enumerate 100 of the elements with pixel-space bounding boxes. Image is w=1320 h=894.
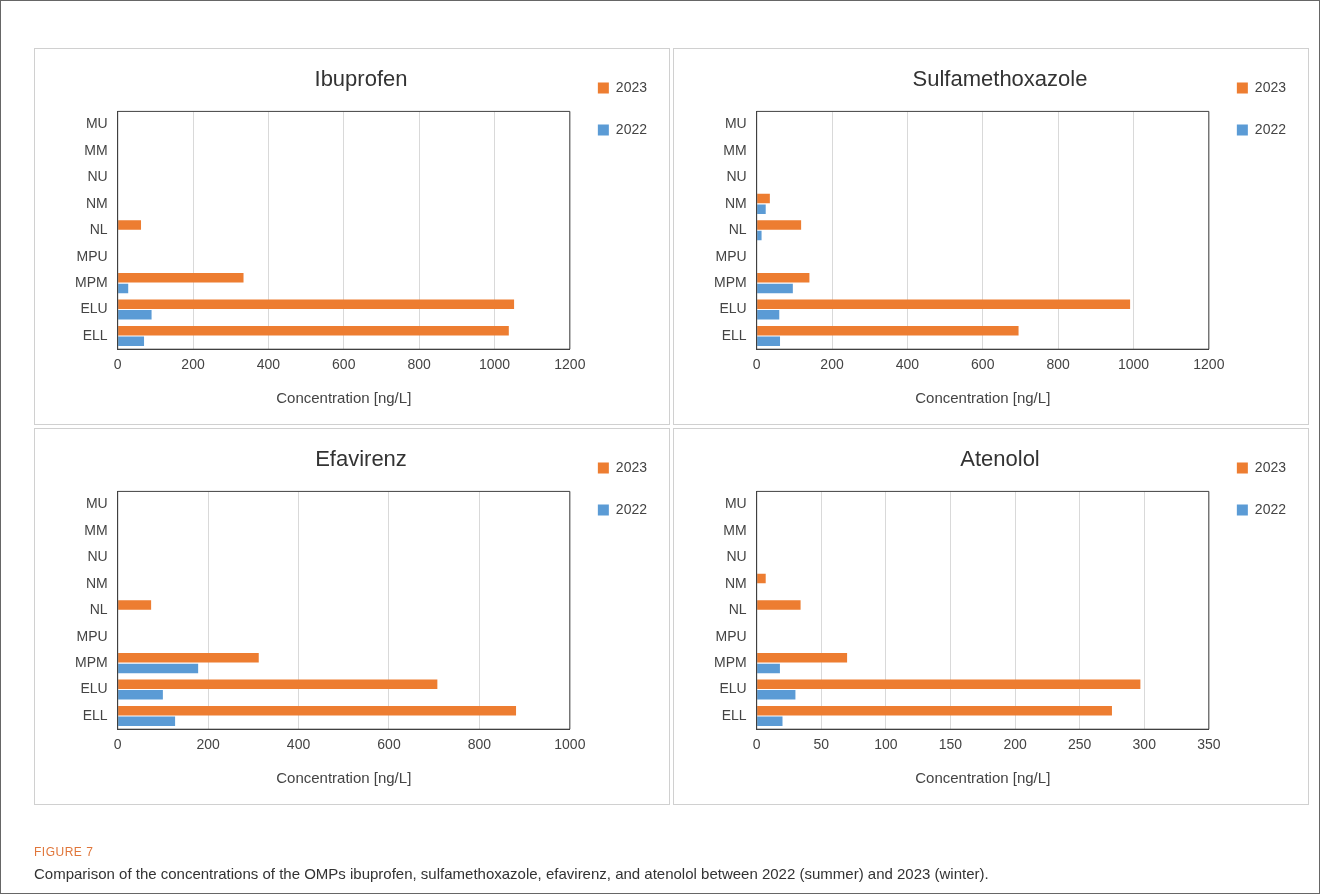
bar bbox=[118, 325, 509, 336]
bar bbox=[757, 310, 780, 320]
bar bbox=[757, 230, 762, 241]
y-tick-label: MPU bbox=[715, 247, 747, 264]
y-tick-label: NM bbox=[724, 574, 747, 591]
legend-label: 2023 bbox=[615, 458, 648, 475]
x-tick-label: 400 bbox=[895, 356, 920, 373]
bar bbox=[118, 653, 259, 663]
x-tick-label: 0 bbox=[752, 356, 761, 373]
y-tick-label: NM bbox=[85, 574, 108, 591]
x-tick-label: 1000 bbox=[1117, 356, 1150, 373]
bar bbox=[757, 220, 802, 230]
x-tick-label: 1000 bbox=[478, 356, 511, 373]
y-tick-label: NM bbox=[85, 194, 108, 211]
bar bbox=[757, 690, 796, 700]
bar bbox=[757, 283, 793, 294]
x-tick-label: 600 bbox=[377, 736, 401, 753]
bar bbox=[118, 690, 163, 700]
x-tick-label: 200 bbox=[181, 356, 205, 373]
bar bbox=[757, 716, 783, 727]
x-tick-label: 400 bbox=[256, 356, 281, 373]
x-tick-label: 800 bbox=[407, 356, 432, 373]
y-tick-label: MPU bbox=[76, 247, 108, 264]
chart-title: Ibuprofen bbox=[314, 66, 408, 92]
bar bbox=[118, 663, 199, 674]
x-tick-label: 150 bbox=[938, 736, 963, 753]
y-tick-label: MPU bbox=[715, 627, 747, 644]
x-tick-label: 800 bbox=[467, 736, 492, 753]
y-tick-label: MU bbox=[85, 495, 108, 512]
y-tick-label: NM bbox=[724, 194, 747, 211]
y-tick-label: ELL bbox=[721, 326, 747, 343]
legend-label: 2023 bbox=[1254, 458, 1287, 475]
y-tick-label: ELU bbox=[719, 300, 747, 317]
y-tick-label: NU bbox=[726, 548, 747, 565]
y-tick-label: ELL bbox=[82, 706, 108, 723]
y-tick-label: ELU bbox=[719, 680, 747, 697]
y-tick-label: MPM bbox=[713, 654, 747, 670]
y-tick-label: MU bbox=[85, 115, 108, 132]
x-tick-label: 0 bbox=[752, 736, 761, 753]
y-tick-label: ELL bbox=[82, 326, 108, 343]
x-tick-label: 300 bbox=[1132, 736, 1157, 753]
y-tick-label: MM bbox=[84, 141, 108, 158]
bar bbox=[118, 273, 244, 283]
bar bbox=[757, 193, 770, 204]
legend-label: 2022 bbox=[615, 120, 648, 137]
x-tick-label: 0 bbox=[113, 356, 122, 373]
bar bbox=[118, 310, 152, 320]
y-tick-label: MU bbox=[724, 115, 747, 132]
bar bbox=[118, 336, 145, 347]
y-tick-label: MU bbox=[724, 495, 747, 512]
y-tick-label: NL bbox=[89, 601, 108, 618]
bar bbox=[118, 600, 152, 610]
x-tick-label: 600 bbox=[971, 356, 995, 373]
x-tick-label: 200 bbox=[1003, 736, 1027, 753]
x-tick-label: 400 bbox=[286, 736, 311, 753]
bar bbox=[118, 283, 129, 294]
text: Comparison of the concentrations of the OMPs ibuprofen, sulfamethoxazole, efavirenz, and atenolol between 2022 (summer) and 2023 (winter). bbox=[34, 865, 990, 882]
y-tick-label: ELL bbox=[721, 706, 747, 723]
legend-label: 2022 bbox=[615, 500, 648, 517]
bar bbox=[118, 716, 176, 727]
y-tick-label: MPM bbox=[74, 654, 108, 670]
bar bbox=[757, 325, 1019, 336]
bar bbox=[118, 220, 142, 230]
bar bbox=[118, 299, 515, 310]
x-tick-label: 250 bbox=[1067, 736, 1092, 753]
bar bbox=[757, 204, 766, 214]
x-axis-title: Concentration [ng/L] bbox=[276, 769, 412, 787]
x-tick-label: 1200 bbox=[554, 356, 586, 373]
y-tick-label: NL bbox=[89, 221, 108, 238]
y-tick-label: ELU bbox=[80, 300, 108, 317]
bar bbox=[118, 679, 438, 690]
x-tick-label: 1000 bbox=[554, 736, 586, 753]
y-tick-label: MPM bbox=[713, 274, 747, 290]
bar bbox=[757, 299, 1131, 310]
bar bbox=[757, 679, 1141, 690]
bar bbox=[118, 705, 517, 716]
x-tick-label: 1200 bbox=[1193, 356, 1225, 373]
x-axis-title: Concentration [ng/L] bbox=[276, 389, 412, 407]
x-tick-label: 0 bbox=[113, 736, 122, 753]
legend-label: 2022 bbox=[1254, 120, 1287, 137]
y-tick-label: NU bbox=[87, 548, 108, 565]
legend-label: 2022 bbox=[1254, 500, 1287, 517]
y-tick-label: MPM bbox=[74, 274, 108, 290]
chart-title: Atenolol bbox=[960, 446, 1040, 472]
x-tick-label: 200 bbox=[820, 356, 844, 373]
chart-title: Sulfamethoxazole bbox=[912, 66, 1088, 92]
x-tick-label: 200 bbox=[196, 736, 220, 753]
bar bbox=[757, 273, 810, 283]
bar bbox=[757, 663, 780, 674]
legend-label: 2023 bbox=[1254, 78, 1287, 95]
chart-title: Efavirenz bbox=[315, 446, 407, 472]
x-axis-title: Concentration [ng/L] bbox=[915, 389, 1051, 407]
bar bbox=[757, 336, 781, 347]
y-tick-label: MPU bbox=[76, 627, 108, 644]
y-tick-label: NU bbox=[726, 168, 747, 185]
x-tick-label: 800 bbox=[1046, 356, 1071, 373]
x-axis-title: Concentration [ng/L] bbox=[915, 769, 1051, 787]
y-tick-label: MM bbox=[84, 521, 108, 538]
bar bbox=[757, 600, 801, 610]
bar bbox=[757, 653, 848, 663]
